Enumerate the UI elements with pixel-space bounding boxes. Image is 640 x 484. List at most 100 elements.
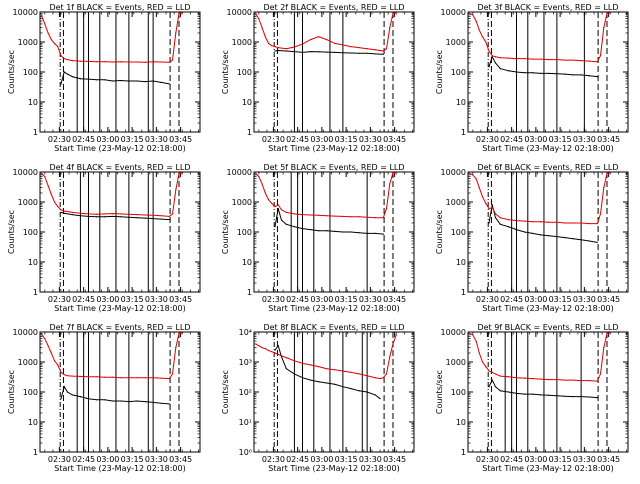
lld-data-point — [523, 377, 526, 379]
events-data-point — [112, 215, 114, 218]
lld-data-point — [57, 364, 59, 366]
events-data-point — [293, 50, 296, 53]
lld-data-point — [144, 377, 146, 379]
events-data-point — [523, 231, 526, 233]
lld-data-point — [481, 361, 484, 363]
events-data-point — [326, 230, 328, 232]
events-data-point — [491, 204, 493, 206]
y-axis-label: Counts/sec — [435, 370, 444, 414]
lld-data-point — [392, 172, 394, 174]
y-tick-label: 1000 — [18, 198, 38, 207]
lld-data-point — [181, 172, 183, 174]
events-data-point — [104, 399, 106, 401]
lld-data-point — [499, 57, 501, 59]
events-data-point — [277, 345, 279, 347]
lld-data-point — [342, 370, 344, 372]
lld-data-point — [532, 377, 534, 380]
lld-data-point — [66, 58, 69, 61]
y-tick-label: 10 — [28, 258, 38, 267]
lld-data-point — [532, 221, 534, 223]
lld-data-point — [469, 332, 471, 334]
lld-data-point — [175, 347, 177, 349]
lld-data-point — [481, 36, 484, 38]
lld-data-point — [181, 332, 183, 334]
lld-data-point — [301, 362, 304, 364]
lld-data-point — [606, 12, 608, 14]
lld-data-point — [389, 27, 391, 29]
y-tick-label: 100 — [451, 388, 466, 397]
events-data-point — [374, 232, 376, 234]
lld-data-point — [318, 214, 320, 216]
events-data-point — [318, 230, 320, 232]
plot-frame — [253, 11, 415, 133]
events-data-point — [120, 400, 122, 402]
lld-data-point — [280, 209, 283, 211]
events-data-point — [318, 51, 320, 53]
y-tick-label: 1000 — [232, 198, 252, 207]
lld-data-point — [53, 201, 56, 203]
x-tick-label: 03:45 — [383, 135, 406, 144]
lld-data-point — [271, 351, 273, 353]
lld-data-point — [277, 353, 279, 355]
events-data-point — [71, 214, 73, 216]
events-data-point — [301, 51, 304, 54]
lld-data-point — [485, 366, 487, 368]
lld-data-point — [71, 59, 73, 62]
events-data-point — [280, 219, 283, 221]
lld-data-point — [293, 46, 296, 48]
events-data-point — [120, 79, 122, 82]
y-tick-label: 10000 — [441, 8, 466, 17]
lld-data-point — [507, 376, 510, 378]
lld-data-point — [334, 42, 336, 44]
events-data-point — [309, 379, 312, 381]
x-tick-label: 03:00 — [310, 295, 333, 304]
events-data-point — [285, 223, 287, 225]
lld-data-point — [494, 56, 497, 58]
events-data-point — [491, 56, 493, 58]
lld-data-point — [57, 46, 59, 48]
detector-panel-1: Det 1f BLACK = Events, RED = LLD 1 10 100 10… — [7, 3, 201, 153]
lld-data-point — [395, 12, 397, 14]
y-axis-label: Counts/sec — [221, 210, 230, 254]
events-data-point — [63, 386, 65, 388]
lld-data-point — [309, 39, 312, 41]
lld-data-point — [267, 42, 270, 44]
events-data-point — [596, 76, 598, 78]
lld-data-point — [112, 61, 114, 63]
events-data-point — [374, 394, 376, 396]
lld-data-point — [472, 334, 474, 336]
y-tick-label: 10² — [239, 388, 252, 397]
x-tick-label: 03:00 — [96, 135, 119, 144]
events-series-line — [488, 378, 598, 399]
lld-data-point — [395, 334, 397, 336]
panel-title: Det 6f BLACK = Events, RED = LLD — [477, 163, 618, 172]
lld-data-point — [128, 61, 130, 63]
events-data-point — [71, 76, 73, 78]
lld-data-point — [79, 375, 82, 378]
events-data-point — [342, 231, 344, 233]
detector-panel-4: Det 4f BLACK = Events, RED = LLD 1 10 100 10… — [7, 163, 201, 313]
lld-data-point — [358, 47, 360, 49]
x-tick-label: 02:30 — [476, 135, 499, 144]
y-tick-label: 10⁰ — [239, 448, 252, 457]
lld-data-point — [596, 223, 598, 225]
lld-data-point — [485, 41, 487, 43]
y-tick-label: 1 — [461, 128, 466, 137]
lld-data-point — [112, 376, 114, 378]
events-data-point — [572, 396, 574, 398]
x-axis-label: Start Time (23-May-12 02:18:00) — [54, 144, 185, 153]
lld-data-point — [181, 12, 183, 14]
lld-data-point — [152, 214, 154, 216]
events-data-point — [79, 396, 82, 398]
lld-data-point — [488, 50, 490, 52]
lld-data-point — [499, 217, 501, 219]
lld-data-point — [271, 45, 273, 47]
lld-data-point — [255, 172, 257, 174]
y-tick-label: 1000 — [18, 358, 38, 367]
events-data-point — [556, 395, 558, 397]
events-data-point — [168, 83, 170, 85]
lld-data-point — [128, 213, 130, 215]
events-data-point — [564, 73, 566, 75]
events-data-point — [309, 229, 312, 231]
events-data-point — [548, 235, 550, 237]
